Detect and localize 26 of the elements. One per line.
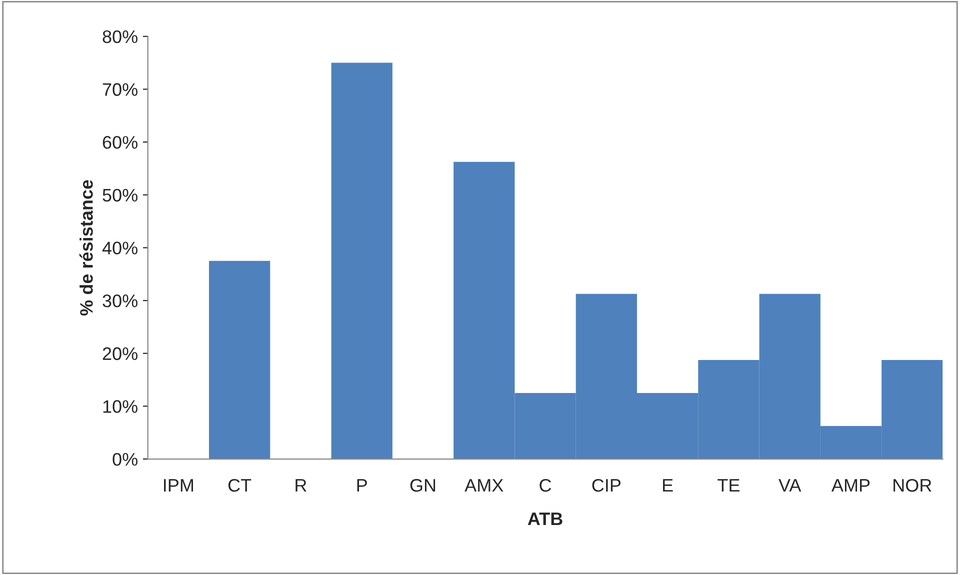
x-tick-label: TE [718, 479, 740, 492]
x-tick-label: R [296, 479, 306, 492]
y-tick-label: 80% [102, 30, 138, 44]
y-tick-label: 30% [102, 294, 138, 308]
y-tick-label: 60% [102, 136, 138, 149]
y-tick-label: 70% [102, 83, 138, 96]
x-tick-label: CT [228, 478, 252, 492]
bar [208, 260, 270, 460]
x-tick-label: E [663, 479, 673, 492]
x-tick-label: NOR [894, 478, 932, 492]
y-tick-label: 50% [102, 188, 138, 202]
y-tick-label: 40% [102, 242, 138, 254]
x-tick-label: IPM [164, 479, 193, 492]
x-tick-label: P [357, 479, 367, 492]
x-tick-label: C [540, 478, 552, 492]
x-axis-title: ATB [528, 512, 562, 526]
y-tick-label: 20% [102, 347, 138, 360]
bar [331, 62, 392, 460]
y-tick-label: 10% [103, 400, 138, 413]
y-axis-title: % de résistance [79, 180, 93, 316]
x-tick-label: AMP [831, 479, 870, 492]
x-tick-label: GN [410, 478, 436, 492]
x-tick-label: AMX [464, 479, 504, 492]
x-tick-label: CIP [592, 478, 621, 492]
x-tick-label: VA [778, 479, 802, 492]
y-tick-label: 0% [112, 452, 138, 466]
